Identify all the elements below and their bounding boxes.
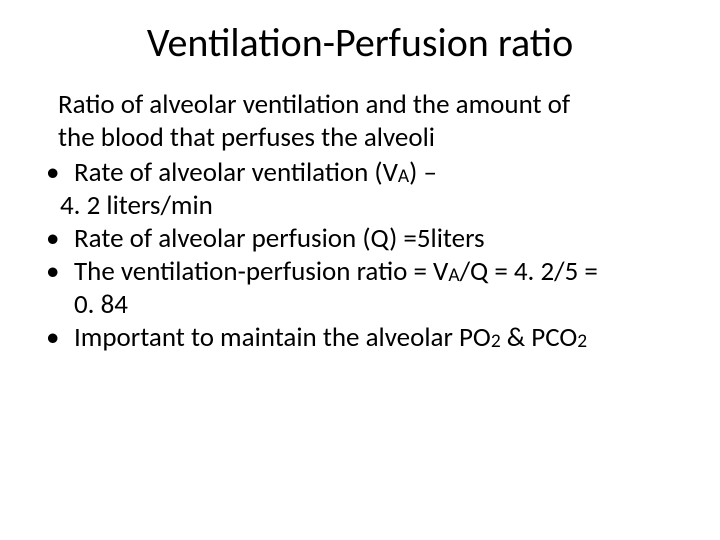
bullet-4: Important to maintain the alveolar PO2 &… [30, 322, 690, 355]
bullet-4-sub2: 2 [577, 329, 587, 353]
bullet-3-sub: A [448, 263, 459, 287]
slide-body: Ratio of alveolar ventilation and the am… [30, 89, 690, 355]
bullet-2-text: Rate of alveolar perfusion (Q) =5liters [74, 222, 485, 255]
bullet-1-text-pre: Rate of alveolar ventilation (V [74, 156, 398, 189]
bullet-3-text-mid: /Q = 4. 2/5 = [460, 255, 598, 288]
intro-text: Ratio of alveolar ventilation and the am… [30, 89, 690, 155]
bullet-3-text-pre: The ventilation-perfusion ratio = V [74, 255, 448, 288]
intro-line-1: Ratio of alveolar ventilation and the am… [58, 88, 570, 121]
bullet-4-sub1: 2 [491, 329, 501, 353]
bullet-1-line2: 4. 2 liters/min [60, 190, 690, 223]
slide: Ventilation-Perfusion ratio Ratio of alv… [0, 0, 720, 540]
bullet-2: Rate of alveolar perfusion (Q) =5liters [30, 223, 690, 256]
bullet-list: Rate of alveolar ventilation (VA) – 4. 2… [30, 157, 690, 355]
bullet-1: Rate of alveolar ventilation (VA) – 4. 2… [30, 157, 690, 223]
bullet-1-text-post: ) – [409, 156, 437, 189]
slide-title: Ventilation-Perfusion ratio [30, 18, 690, 67]
bullet-3-line2: 0. 84 [74, 288, 128, 321]
bullet-4-text-pre: Important to maintain the alveolar PO [74, 321, 491, 354]
bullet-1-sub: A [398, 164, 409, 188]
intro-line-2: the blood that perfuses the alveoli [58, 121, 435, 154]
bullet-3: The ventilation-perfusion ratio = VA/Q =… [30, 256, 690, 322]
bullet-4-text-mid: & PCO [501, 321, 578, 354]
